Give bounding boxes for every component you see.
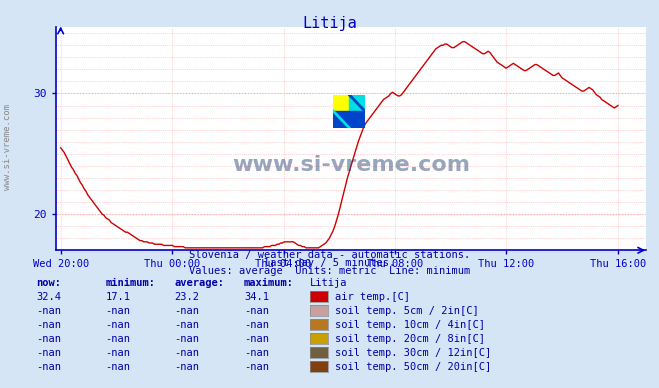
Text: soil temp. 30cm / 12in[C]: soil temp. 30cm / 12in[C] [335,348,491,358]
Text: -nan: -nan [36,362,61,372]
Text: minimum:: minimum: [105,278,156,288]
Text: 17.1: 17.1 [105,292,130,302]
Text: -nan: -nan [244,334,269,344]
Text: now:: now: [36,278,61,288]
Text: air temp.[C]: air temp.[C] [335,292,410,302]
Text: Litija: Litija [302,16,357,31]
Text: Slovenia / weather data - automatic stations.: Slovenia / weather data - automatic stat… [189,250,470,260]
Text: Values: average  Units: metric  Line: minimum: Values: average Units: metric Line: mini… [189,265,470,275]
Text: -nan: -nan [175,362,200,372]
Text: www.si-vreme.com: www.si-vreme.com [3,104,13,191]
Text: -nan: -nan [244,362,269,372]
Text: -nan: -nan [36,348,61,358]
Text: www.si-vreme.com: www.si-vreme.com [232,156,470,175]
Text: soil temp. 50cm / 20in[C]: soil temp. 50cm / 20in[C] [335,362,491,372]
Text: soil temp. 10cm / 4in[C]: soil temp. 10cm / 4in[C] [335,320,485,330]
Bar [333,111,365,128]
Text: maximum:: maximum: [244,278,294,288]
Text: -nan: -nan [175,306,200,316]
Text: 34.1: 34.1 [244,292,269,302]
Bar [349,95,365,111]
Text: -nan: -nan [244,306,269,316]
Text: -nan: -nan [36,334,61,344]
Text: 32.4: 32.4 [36,292,61,302]
Text: -nan: -nan [175,334,200,344]
Text: -nan: -nan [244,348,269,358]
Text: -nan: -nan [105,306,130,316]
Text: soil temp. 20cm / 8in[C]: soil temp. 20cm / 8in[C] [335,334,485,344]
Text: Litija: Litija [310,278,347,288]
Text: -nan: -nan [36,320,61,330]
Text: average:: average: [175,278,225,288]
Text: -nan: -nan [105,362,130,372]
Bar [333,95,349,111]
Text: -nan: -nan [175,320,200,330]
Text: -nan: -nan [175,348,200,358]
Text: last day / 5 minutes.: last day / 5 minutes. [264,258,395,268]
Text: soil temp. 5cm / 2in[C]: soil temp. 5cm / 2in[C] [335,306,478,316]
Text: -nan: -nan [105,348,130,358]
Text: -nan: -nan [244,320,269,330]
Text: -nan: -nan [105,334,130,344]
Text: -nan: -nan [105,320,130,330]
Text: 23.2: 23.2 [175,292,200,302]
Text: -nan: -nan [36,306,61,316]
